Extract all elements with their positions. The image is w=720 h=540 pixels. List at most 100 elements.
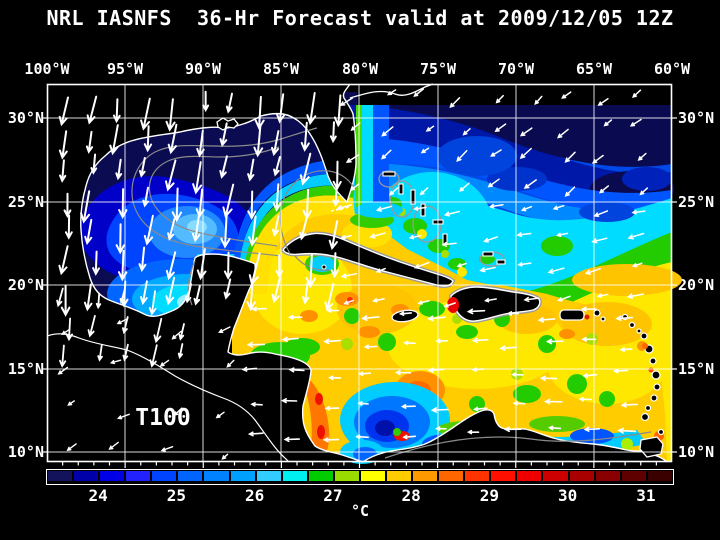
wind-arrow	[115, 223, 125, 255]
wind-arrow	[456, 149, 468, 162]
wind-arrow	[627, 232, 645, 240]
colorbar-tick: 27	[323, 486, 343, 505]
wind-arrow	[552, 204, 565, 210]
colorbar-cell	[126, 471, 151, 481]
wind-arrow	[413, 88, 425, 98]
wind-arrow	[118, 188, 128, 220]
wind-arrow	[495, 94, 504, 104]
wind-arrow	[400, 404, 416, 409]
wind-arrow	[173, 407, 183, 416]
wind-arrow	[112, 98, 121, 124]
wind-arrow	[167, 218, 176, 241]
lat-label-left: 25°N	[7, 193, 44, 211]
wind-arrow	[90, 153, 98, 175]
colorbar-cell	[387, 471, 412, 481]
colorbar-cell	[256, 471, 281, 481]
wind-arrow	[167, 123, 178, 155]
lat-label-left: 20°N	[7, 276, 44, 294]
colorbar-tick-labels: 24 25 26 27 28 29 30 31	[46, 486, 672, 505]
wind-arrow	[57, 366, 69, 375]
colorbar-cell	[230, 471, 255, 481]
wind-arrow	[413, 261, 430, 269]
wind-arrow	[369, 232, 386, 239]
wind-arrow	[221, 453, 229, 460]
wind-arrow	[441, 241, 457, 247]
wind-arrow	[196, 248, 207, 281]
wind-arrow	[247, 190, 257, 221]
wind-arrow	[357, 371, 372, 376]
lon-label: 65°W	[575, 60, 613, 78]
wind-arrow	[593, 210, 609, 218]
wind-arrow	[631, 262, 643, 268]
wind-arrow	[488, 203, 504, 209]
wind-arrow	[56, 287, 64, 308]
wind-arrow	[223, 278, 232, 300]
wind-arrow	[512, 401, 526, 406]
wind-arrow	[523, 179, 537, 189]
colorbar-cell	[74, 471, 99, 481]
wind-arrow	[117, 249, 128, 282]
wind-arrow	[160, 446, 174, 452]
wind-arrow	[241, 366, 258, 372]
colorbar-cell	[465, 471, 490, 481]
lat-label-right: 15°N	[678, 360, 715, 378]
wind-arrow	[86, 95, 98, 125]
colorbar-cell	[308, 471, 333, 481]
colorbar-cell	[152, 471, 177, 481]
colorbar-tick: 31	[636, 486, 656, 505]
colorbar-tick: 29	[479, 486, 500, 505]
wind-arrow	[427, 367, 445, 373]
wind-arrow	[275, 254, 283, 279]
wind-arrow	[545, 338, 564, 345]
wind-arrow	[398, 311, 412, 316]
wind-arrow	[386, 89, 397, 96]
wind-arrow	[471, 367, 485, 372]
colorbar-unit-label: °C	[350, 502, 370, 520]
wind-arrow	[596, 293, 609, 298]
grid-lines	[47, 84, 672, 462]
wind-arrow	[564, 186, 576, 197]
wind-arrow	[177, 343, 184, 360]
wind-arrow	[276, 93, 286, 124]
wind-arrow	[516, 232, 532, 238]
lon-label: 100°W	[24, 60, 70, 78]
wind-arrow	[273, 156, 281, 177]
wind-arrow	[597, 97, 609, 106]
wind-arrow	[336, 204, 353, 211]
wind-arrow	[520, 205, 533, 212]
wind-arrow	[220, 214, 231, 249]
wind-arrow	[375, 205, 393, 212]
lon-label: 80°W	[341, 60, 379, 78]
map-frame	[46, 83, 673, 463]
wind-arrow	[543, 398, 563, 405]
wind-arrow	[484, 297, 497, 303]
colorbar-cell	[491, 471, 516, 481]
wind-arrow	[564, 151, 576, 163]
wind-arrow	[225, 92, 233, 114]
wind-arrow	[420, 147, 430, 154]
wind-arrow	[328, 375, 342, 381]
wind-arrow	[58, 130, 68, 160]
wind-arrow	[138, 157, 146, 178]
wind-arrow	[59, 159, 67, 183]
wind-arrow	[466, 429, 480, 435]
wind-arrow	[363, 344, 378, 350]
wind-arrow	[582, 373, 598, 379]
wind-arrow	[271, 276, 281, 304]
wind-arrow	[159, 359, 170, 367]
wind-arrow	[247, 158, 255, 182]
wind-arrow	[253, 124, 264, 158]
wind-arrow	[517, 262, 532, 267]
wind-arrow	[67, 400, 75, 406]
wind-arrow	[403, 340, 416, 346]
wind-arrow	[330, 252, 339, 279]
wind-arrow	[631, 209, 646, 215]
wind-arrow	[612, 368, 629, 374]
map-area: T100	[42, 83, 682, 468]
wind-arrow	[503, 426, 522, 433]
wind-arrow	[215, 411, 225, 419]
wind-arrow	[140, 280, 148, 306]
colorbar-cell	[100, 471, 125, 481]
colorbar-tick: 28	[401, 486, 421, 505]
wind-arrow	[372, 298, 385, 303]
